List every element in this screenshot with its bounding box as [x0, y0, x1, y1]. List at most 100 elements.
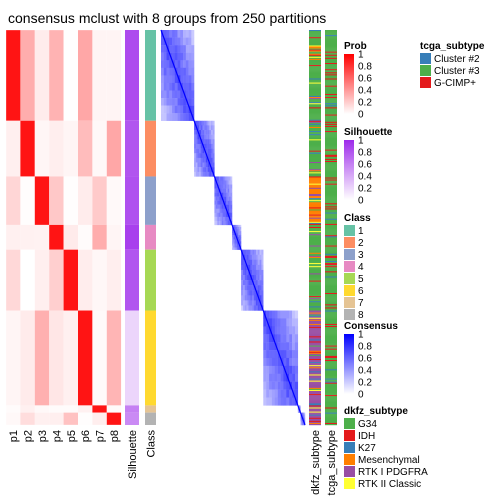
consensus-cell [254, 249, 257, 255]
consensus-cell [303, 416, 305, 418]
prob-cell [63, 412, 78, 425]
consensus-cell [224, 192, 227, 197]
consensus-cell [214, 200, 217, 205]
tcga-cell [325, 179, 337, 181]
dkfz-cell [309, 174, 321, 176]
dkfz-cell [309, 375, 321, 377]
tcga-legend-label: Cluster #2 [434, 54, 480, 65]
dkfz-cell [309, 48, 321, 50]
consensus-cell [302, 421, 303, 424]
consensus-cell [185, 45, 189, 53]
consensus-cell [166, 75, 170, 84]
prob-block-1 [6, 30, 21, 121]
consensus-cell [169, 105, 173, 114]
consensus-cell [304, 412, 305, 414]
consensus-cell [232, 241, 234, 244]
tcga-cell [325, 263, 337, 265]
consensus-cell [266, 389, 270, 398]
consensus-cell [271, 310, 275, 319]
tcga-cell [325, 421, 337, 424]
consensus-cell [263, 342, 267, 351]
dkfz-cell [309, 219, 321, 221]
consensus-cell [177, 30, 181, 38]
consensus-cell [294, 365, 299, 374]
consensus-cell [269, 310, 273, 319]
consensus-cell [252, 290, 255, 296]
consensus-legend-bar [344, 334, 354, 394]
tcga-cell [325, 87, 337, 89]
consensus-cell [233, 235, 235, 238]
silhouette-legend-bar [344, 140, 354, 200]
dkfz-legend-label: Mesenchymal [358, 455, 420, 466]
tcga-cell [325, 189, 337, 192]
consensus-cell [211, 139, 213, 145]
consensus-cell [302, 422, 304, 425]
consensus-cell [266, 357, 270, 367]
consensus-cell [255, 269, 258, 276]
dkfz-cell [309, 184, 321, 186]
consensus-cell [261, 300, 264, 306]
consensus-cell [229, 220, 231, 226]
dkfz-legend-label: IDH [358, 431, 375, 442]
consensus-cell [303, 415, 305, 417]
consensus-cell [174, 75, 178, 84]
dkfz-cell [309, 79, 321, 81]
consensus-cell [299, 406, 300, 408]
dkfz-cell [309, 365, 321, 367]
tcga-cell [325, 223, 337, 226]
consensus-cell [199, 125, 202, 131]
dkfz-cell [309, 350, 321, 352]
consensus-cell [252, 264, 255, 271]
dkfz-cell [309, 396, 321, 398]
consensus-cell [302, 423, 304, 426]
tcga-cell [325, 35, 337, 37]
consensus-cell [274, 310, 278, 319]
tcga-cell [325, 266, 337, 268]
dkfz-cell [309, 42, 321, 44]
consensus-cell [163, 113, 167, 121]
consensus-cell [274, 350, 278, 359]
dkfz-cell [309, 82, 321, 84]
dkfz-cell [309, 199, 321, 201]
tcga-cell [325, 186, 337, 188]
class-column [145, 30, 156, 425]
dkfz-cell [309, 380, 321, 382]
consensus-cell [232, 231, 234, 234]
consensus-cell [304, 420, 306, 423]
tcga-cell [325, 225, 337, 228]
consensus-cell [166, 82, 170, 91]
consensus-cell [299, 405, 300, 407]
consensus-cell [302, 414, 303, 416]
consensus-cell [301, 418, 303, 421]
consensus-cell [177, 113, 181, 121]
tcga-cell [325, 336, 337, 338]
dkfz-cell [309, 119, 321, 121]
dkfz-cell [309, 175, 321, 177]
consensus-cell [286, 389, 290, 398]
dkfz-cell [309, 334, 321, 336]
tcga-cell [325, 377, 337, 379]
tcga-cell [325, 203, 337, 205]
dkfz-cell [309, 107, 321, 109]
consensus-cell [183, 45, 187, 53]
consensus-cell [259, 280, 262, 286]
consensus-cell [277, 357, 281, 367]
consensus-cell [304, 419, 305, 422]
consensus-cell [169, 30, 173, 38]
consensus-cell [240, 226, 242, 230]
consensus-cell [174, 60, 178, 69]
consensus-cell [238, 245, 240, 248]
dkfz-cell [309, 38, 321, 40]
consensus-cell [161, 90, 164, 99]
dkfz-cell [309, 186, 321, 188]
consensus-cell [246, 275, 249, 281]
consensus-cell [298, 405, 300, 407]
tcga-cell [325, 79, 337, 81]
tcga-cell [325, 72, 337, 74]
dkfz-cell [309, 311, 321, 313]
consensus-cell [236, 247, 238, 250]
consensus-cell [303, 417, 305, 420]
silhouette-column [125, 30, 139, 425]
consensus-cell [255, 254, 258, 261]
